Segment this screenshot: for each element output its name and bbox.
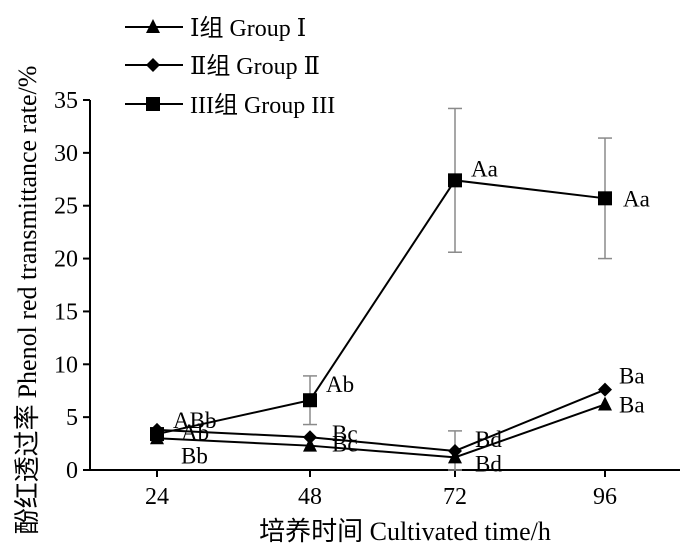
x-tick-label: 96 xyxy=(593,484,617,510)
data-label: Ba xyxy=(619,392,645,417)
y-axis-title-en: Phenol red transmittance rate/% xyxy=(13,66,42,399)
plot-area xyxy=(150,107,612,471)
data-point-series-1 xyxy=(598,396,612,411)
data-label: Aa xyxy=(623,186,650,211)
y-axis-title-cn: 酚红透过率 xyxy=(13,404,43,534)
data-label: Bd xyxy=(475,427,502,452)
series-line-2 xyxy=(156,388,606,452)
data-label: Aa xyxy=(471,156,498,181)
legend-label: Ⅰ组 Group Ⅰ xyxy=(190,15,306,42)
data-point-series-2 xyxy=(598,382,612,397)
legend-marker xyxy=(146,19,160,33)
series-line-3 xyxy=(156,179,606,436)
y-tick-label: 10 xyxy=(54,352,78,378)
x-tick-label: 24 xyxy=(145,484,169,510)
data-point-series-3 xyxy=(598,191,612,206)
series-line-1 xyxy=(156,403,606,459)
y-tick-label: 15 xyxy=(54,299,78,325)
axes: 0 5 10 15 20 25 30 35 24 48 72 96 xyxy=(54,88,680,510)
y-tick-label: 35 xyxy=(54,88,78,114)
data-label: Ab xyxy=(181,420,209,445)
data-point-series-2 xyxy=(448,443,462,458)
y-tick-label: 30 xyxy=(54,141,78,167)
x-axis-title: 培养时间 Cultivated time/h xyxy=(259,517,551,546)
data-point-series-1 xyxy=(303,437,317,452)
y-tick-label: 25 xyxy=(54,194,78,220)
x-tick-label: 48 xyxy=(298,484,322,510)
y-tick-label: 0 xyxy=(66,458,78,484)
data-point-series-3 xyxy=(150,427,164,442)
y-tick-label: 5 xyxy=(66,405,78,431)
legend-label: III组 Group III xyxy=(190,92,335,119)
data-label: ABb xyxy=(173,408,216,433)
legend: Ⅰ组 Group Ⅰ Ⅱ组 Group Ⅱ III组 Group III xyxy=(125,15,335,119)
data-label: Bb xyxy=(181,443,208,468)
legend-marker xyxy=(146,58,160,72)
legend-marker xyxy=(146,97,160,111)
y-axis-title: 酚红透过率 Phenol red transmittance rate/% xyxy=(13,66,43,535)
x-tick-label: 72 xyxy=(443,484,467,510)
y-tick-label: 20 xyxy=(54,247,78,273)
data-label: Ab xyxy=(326,372,354,397)
data-label: Ba xyxy=(619,364,645,389)
data-point-series-3 xyxy=(448,173,462,188)
data-label: Bd xyxy=(475,451,502,476)
data-point-series-3 xyxy=(303,393,317,408)
data-label: Bc xyxy=(332,432,358,457)
svg-text:酚红透过率Phenol red transmittance: 酚红透过率 Phenol red transmittance rate/% xyxy=(13,66,43,535)
data-point-series-2 xyxy=(303,430,317,445)
data-label: Bc xyxy=(332,421,358,446)
legend-label: Ⅱ组 Group Ⅱ xyxy=(190,53,320,80)
